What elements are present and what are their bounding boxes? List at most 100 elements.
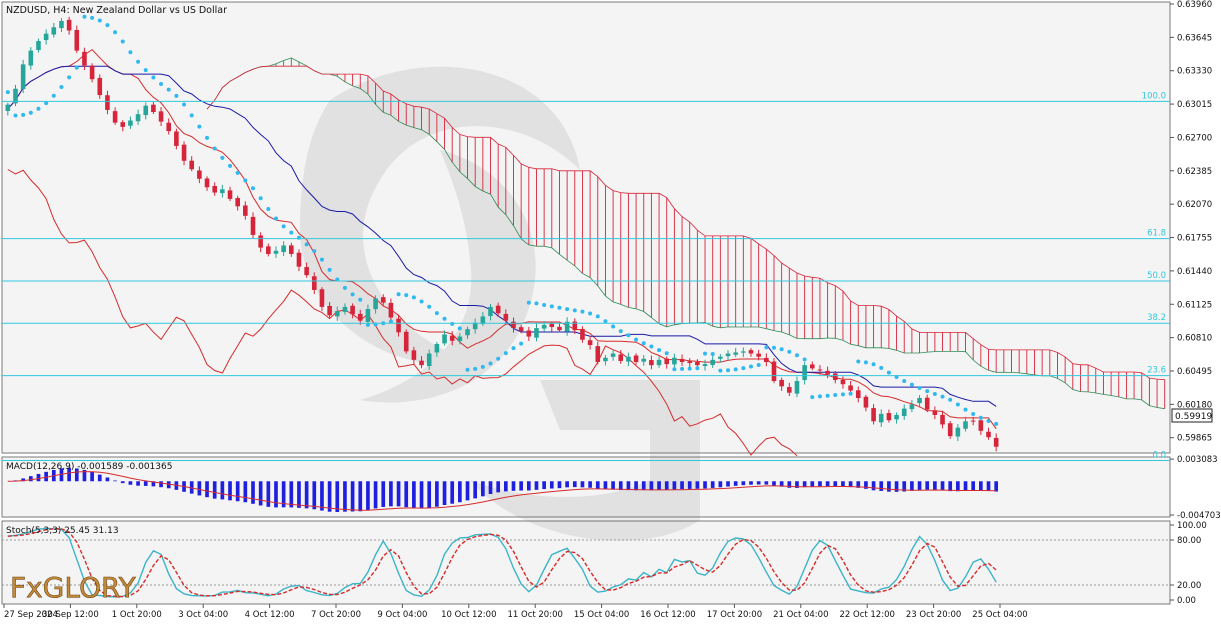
sar-dot (963, 407, 968, 412)
candle-body (641, 358, 647, 362)
sar-dot (542, 302, 547, 307)
sar-dot (978, 415, 983, 420)
candle-body (886, 413, 892, 421)
candle-body (564, 321, 570, 332)
symbol-title: NZDUSD, H4: New Zealand Dollar vs US Dol… (6, 5, 227, 16)
sar-dot (718, 368, 723, 373)
candle-body (304, 267, 309, 276)
candle-body (472, 322, 478, 330)
sar-dot (120, 39, 125, 44)
sar-dot (986, 419, 991, 424)
sar-dot (618, 329, 623, 334)
candle-body (503, 313, 509, 321)
macd-label: MACD(12,26,9) -0.001589 -0.001365 (6, 462, 172, 472)
sar-dot (710, 351, 715, 356)
candle-body (158, 111, 164, 122)
candle-body (296, 252, 302, 267)
candle-body (449, 335, 455, 341)
candle-body (557, 326, 562, 331)
price-tick-label: 0.63330 (1177, 67, 1212, 77)
sar-dot (166, 87, 171, 92)
stoch-pane[interactable] (1, 520, 1171, 605)
sar-dot (534, 301, 539, 306)
candle-body (266, 246, 271, 254)
candle-body (28, 50, 34, 66)
candle-body (289, 245, 294, 254)
sar-dot (419, 299, 424, 304)
time-tick-label: 23 Oct 20:00 (906, 610, 961, 620)
sar-dot (871, 362, 876, 367)
candle-body (74, 29, 80, 51)
stoch-main-line (7, 527, 997, 598)
candle-body (970, 420, 976, 422)
sar-dot (672, 367, 677, 372)
candle-body (603, 357, 608, 362)
sar-dot (365, 322, 370, 327)
macd-pane[interactable] (1, 456, 1171, 518)
candle-body (725, 353, 731, 357)
sar-dot (82, 14, 87, 19)
candle-body (365, 309, 371, 322)
sar-dot (580, 309, 585, 314)
candle-body (587, 340, 593, 346)
sar-dot (917, 386, 922, 391)
candle-body (350, 305, 355, 315)
candle-body (411, 350, 417, 360)
candle-body (105, 95, 110, 110)
candle-body (909, 404, 915, 410)
price-tick-label: 0.62700 (1177, 133, 1212, 143)
price-tick-label: 0.62385 (1177, 167, 1212, 177)
sar-dot (549, 304, 554, 309)
candle-body (794, 381, 800, 394)
sar-dot (817, 394, 822, 399)
candle-body (511, 321, 516, 329)
candle-body (235, 198, 240, 207)
time-tick-label: 30 Sep 12:00 (42, 610, 99, 620)
fib-level-label: 50.0 (1147, 271, 1166, 281)
sar-dot (825, 393, 830, 398)
price-tick-label: 0.59865 (1177, 434, 1212, 444)
candle-body (82, 51, 87, 66)
candle-body (89, 65, 95, 80)
sar-dot (879, 365, 884, 370)
candle-body (426, 353, 432, 367)
candle-body (434, 343, 440, 353)
sar-dot (932, 391, 937, 396)
sar-dot (519, 341, 524, 346)
price-tick-label: 0.61755 (1177, 234, 1212, 244)
candle-body (932, 410, 938, 415)
sar-dot (44, 101, 49, 106)
candle-body (403, 331, 409, 352)
candle-body (549, 323, 555, 328)
candle-body (718, 356, 723, 359)
candle-body (480, 316, 486, 325)
time-tick-label: 9 Oct 04:00 (377, 610, 427, 620)
candle-body (66, 19, 72, 31)
time-tick-label: 21 Oct 04:00 (773, 610, 828, 620)
macd-signal-line (7, 471, 997, 511)
time-tick-label: 7 Oct 20:00 (311, 610, 361, 620)
candle-body (649, 360, 654, 366)
stoch-signal-line (7, 528, 997, 598)
candle-body (258, 235, 263, 248)
candle-body (373, 298, 378, 310)
chikou-span-line (7, 169, 798, 457)
candle-body (197, 170, 202, 179)
price-tick-label: 0.60495 (1177, 367, 1212, 377)
sar-dot (281, 224, 286, 229)
sar-dot (902, 378, 907, 383)
price-pane[interactable] (1, 1, 1171, 454)
sar-dot (235, 170, 240, 175)
time-tick-label: 27 Sep 2024 (4, 610, 58, 620)
sar-dot (940, 394, 945, 399)
watermark-logo (300, 66, 700, 541)
sar-dot (733, 367, 738, 372)
sar-dot (565, 307, 570, 312)
price-tick-label: 0.60180 (1177, 400, 1212, 410)
candle-body (311, 276, 317, 290)
sar-dot (113, 30, 118, 35)
stoch-tick-label: 20.00 (1177, 581, 1201, 591)
candle-body (901, 408, 907, 416)
candle-body (894, 414, 899, 420)
